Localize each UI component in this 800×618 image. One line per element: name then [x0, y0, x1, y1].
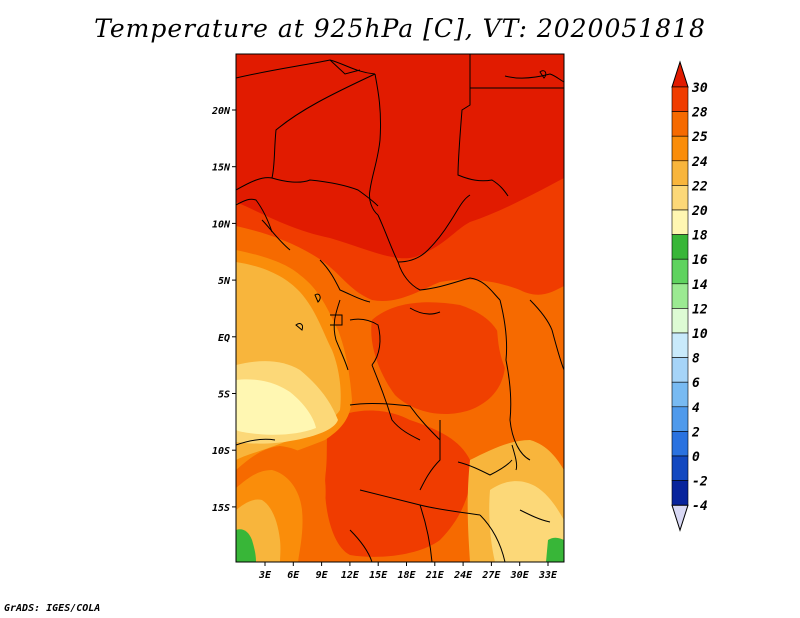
field-se-green	[546, 537, 564, 562]
colorbar-segment	[671, 111, 689, 137]
colorbar-label: -2	[692, 475, 708, 490]
grads-credit: GrADS: IGES/COLA	[4, 603, 101, 614]
colorbar-segment	[671, 86, 689, 112]
colorbar-label: 0	[692, 450, 700, 465]
field-rift	[496, 295, 548, 395]
lon-tick-label: 24E	[453, 570, 473, 581]
temperature-field	[236, 54, 564, 562]
colorbar-label: 4	[692, 401, 700, 416]
lon-tick-label: 18E	[397, 570, 416, 581]
lon-tick-label: 30E	[510, 570, 530, 581]
colorbar-segment	[671, 160, 689, 186]
colorbar-segment	[671, 357, 689, 383]
colorbar-label: 8	[692, 352, 700, 367]
country-borders	[236, 54, 564, 562]
colorbar-segment	[671, 283, 689, 309]
lon-tick-label: 9E	[316, 570, 329, 581]
colorbar-label: 22	[691, 179, 708, 194]
colorbar-label: 14	[692, 278, 708, 293]
field-congo-basin	[371, 302, 506, 415]
longitude-axis: 3E 6E 9E 12E 15E 18E 21E 24E 27E 30E 33E	[258, 562, 558, 581]
lon-tick-label: 12E	[341, 570, 360, 581]
colorbar-segment	[671, 234, 689, 260]
lon-tick-label: 33E	[538, 570, 558, 581]
field-sw-green	[236, 529, 256, 562]
colorbar-segment	[671, 209, 689, 235]
colorbar-label: 6	[692, 376, 700, 391]
colorbar-segment	[671, 406, 689, 432]
colorbar-label: 10	[692, 327, 708, 342]
lat-tick-label: 5N	[218, 276, 231, 287]
colorbar-segment	[671, 308, 689, 334]
colorbar-label: 18	[692, 229, 708, 244]
lon-tick-label: 27E	[481, 570, 501, 581]
field-se-18-20	[489, 481, 564, 562]
colorbar-segment	[671, 455, 689, 481]
lat-tick-label: 10N	[212, 219, 231, 230]
lat-tick-label: EQ	[218, 333, 230, 344]
field-south-hot	[325, 410, 471, 557]
colorbar-label: 25	[691, 130, 708, 145]
lat-tick-label: 15S	[212, 503, 230, 514]
map-frame	[235, 53, 565, 563]
colorbar-label: 12	[692, 302, 708, 317]
lat-tick-label: 10S	[212, 446, 230, 457]
lat-tick-label: 15N	[212, 163, 231, 174]
colorbar-top-arrow	[671, 60, 689, 88]
lat-tick-label: 20N	[211, 106, 231, 117]
colorbar-segment	[671, 431, 689, 457]
colorbar-label: 2	[691, 425, 700, 440]
lon-tick-label: 15E	[369, 570, 388, 581]
field-below-18-coast	[236, 379, 316, 435]
colorbar-segment	[671, 185, 689, 211]
colorbar-segment	[671, 381, 689, 408]
lon-tick-label: 21E	[425, 570, 445, 581]
lon-tick-label: 6E	[287, 570, 300, 581]
colorbar-segment	[671, 480, 689, 506]
colorbar-label: 28	[691, 106, 708, 121]
colorbar-label: 16	[692, 253, 708, 268]
colorbar-label: 30	[691, 81, 708, 96]
colorbar-bottom-arrow	[671, 504, 689, 532]
lon-tick-label: 3E	[258, 570, 272, 581]
colorbar-label: 24	[691, 155, 708, 170]
plot-title: Temperature at 925hPa [C], VT: 202005181…	[94, 14, 706, 43]
colorbar-label: 20	[691, 204, 708, 219]
colorbar-segment	[671, 332, 689, 358]
colorbar-label: -4	[692, 499, 708, 514]
colorbar-segment	[671, 135, 689, 162]
latitude-axis: 20N 15N 10N 5N EQ 5S 10S 15S	[211, 106, 236, 514]
colorbar-segment	[671, 258, 689, 285]
lat-tick-label: 5S	[218, 390, 230, 401]
